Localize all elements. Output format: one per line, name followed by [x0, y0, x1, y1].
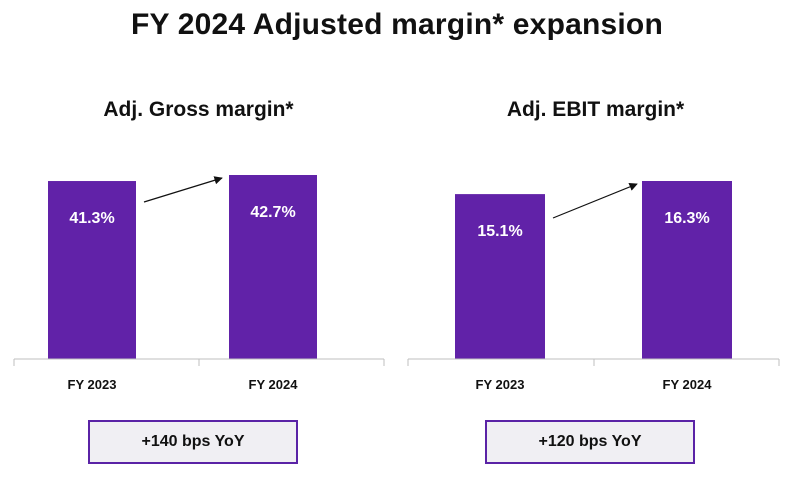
bar-fy-2023 [48, 181, 136, 359]
gross-margin-yoy-box: +140 bps YoY [88, 420, 298, 464]
bar-value-label: 16.3% [664, 210, 709, 227]
gross-margin-title: Adj. Gross margin* [103, 98, 294, 121]
gross-margin-chart: 41.3% FY 2023 42.7% FY 2024 [13, 175, 385, 392]
ebit-margin-chart: 15.1% FY 2023 16.3% FY 2024 [407, 181, 780, 392]
ebit-margin-title: Adj. EBIT margin* [506, 98, 685, 121]
bar-value-label: 42.7% [250, 204, 295, 221]
bar-value-label: 41.3% [69, 210, 114, 227]
growth-arrow [552, 182, 638, 219]
x-tick-label: FY 2023 [476, 377, 525, 392]
bar-fy-2023 [455, 194, 545, 359]
x-tick-label: FY 2024 [663, 377, 713, 392]
ebit-margin-yoy-box: +120 bps YoY [485, 420, 695, 464]
x-tick-label: FY 2023 [68, 377, 117, 392]
bar-fy-2024 [229, 175, 317, 359]
page-title: FY 2024 Adjusted margin* expansion [131, 8, 663, 41]
x-tick-label: FY 2024 [249, 377, 299, 392]
growth-arrow [143, 176, 223, 203]
bar-value-label: 15.1% [477, 223, 522, 240]
bar-fy-2024 [642, 181, 732, 359]
